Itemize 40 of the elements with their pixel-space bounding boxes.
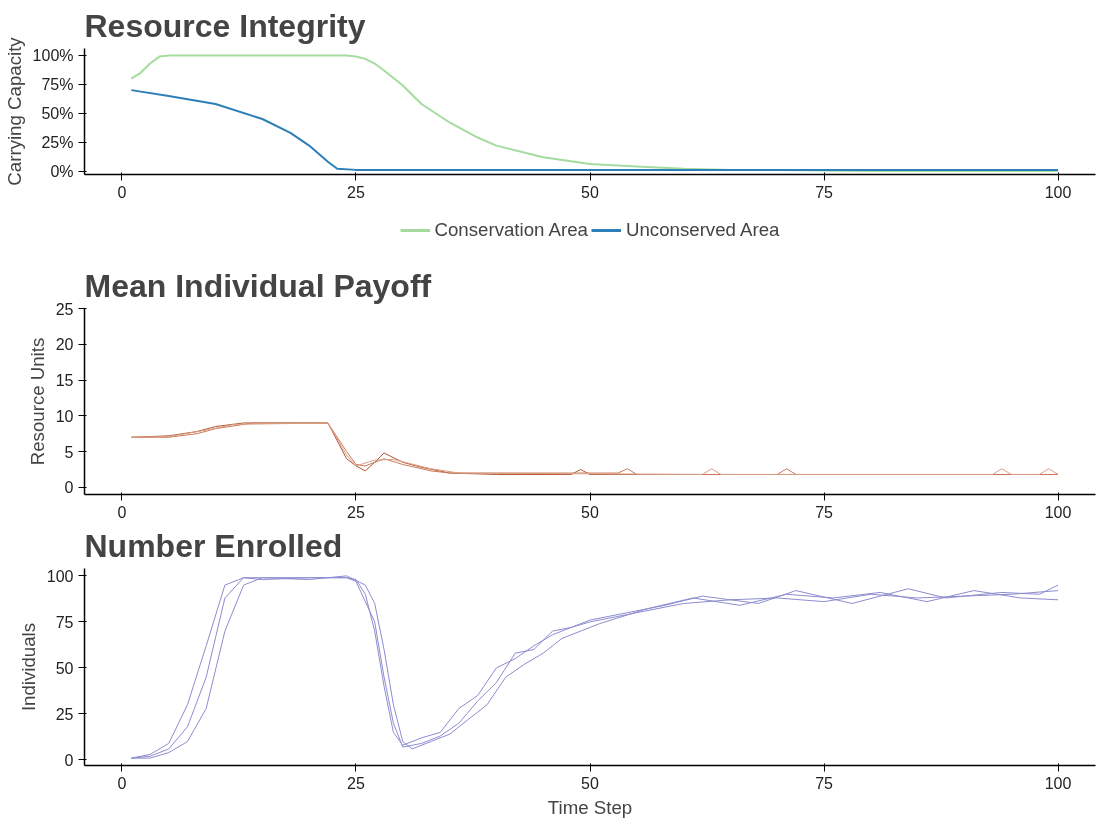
y-tick-label: 100 (46, 567, 74, 585)
y-tick-label: 5 (64, 443, 74, 461)
y-axis-title: Carrying Capacity (3, 36, 25, 186)
x-tick-label: 50 (581, 503, 599, 521)
x-tick-label: 100 (1044, 503, 1072, 521)
y-axis-title: Individuals (17, 622, 39, 712)
y-tick-label: 75 (55, 613, 74, 631)
legend-label: Conservation Area (434, 219, 588, 241)
y-tick-label: 25 (55, 300, 74, 318)
x-axis-title: Time Step (547, 796, 633, 818)
x-tick-label: 50 (581, 774, 599, 792)
y-tick-label: 0 (64, 479, 74, 497)
y-axis-title: Resource Units (26, 337, 48, 466)
x-tick-label: 25 (347, 774, 365, 792)
x-tick-label: 75 (815, 774, 834, 792)
y-tick-label: 50% (41, 104, 74, 122)
x-tick-label: 0 (117, 183, 127, 201)
legend-label: Unconserved Area (626, 219, 780, 241)
y-tick-label: 25 (55, 705, 74, 723)
chart-title: Resource Integrity (84, 7, 366, 44)
y-tick-label: 0 (64, 751, 74, 769)
x-tick-label: 25 (347, 183, 365, 201)
x-tick-label: 50 (581, 183, 599, 201)
x-tick-label: 75 (815, 183, 834, 201)
x-tick-label: 75 (815, 503, 834, 521)
y-tick-label: 0% (50, 162, 74, 180)
x-tick-label: 0 (117, 503, 127, 521)
y-tick-label: 25% (41, 133, 74, 151)
chart-title: Number Enrolled (84, 527, 343, 564)
y-tick-label: 75% (41, 75, 74, 93)
x-tick-label: 100 (1044, 774, 1072, 792)
x-tick-label: 0 (117, 774, 127, 792)
y-tick-label: 20 (55, 336, 74, 354)
y-tick-label: 50 (55, 659, 74, 677)
x-tick-label: 25 (347, 503, 365, 521)
chart-title: Mean Individual Payoff (84, 267, 432, 304)
y-tick-label: 15 (55, 372, 74, 390)
x-tick-label: 100 (1044, 183, 1072, 201)
y-tick-label: 100% (32, 46, 74, 64)
y-tick-label: 10 (55, 407, 74, 425)
